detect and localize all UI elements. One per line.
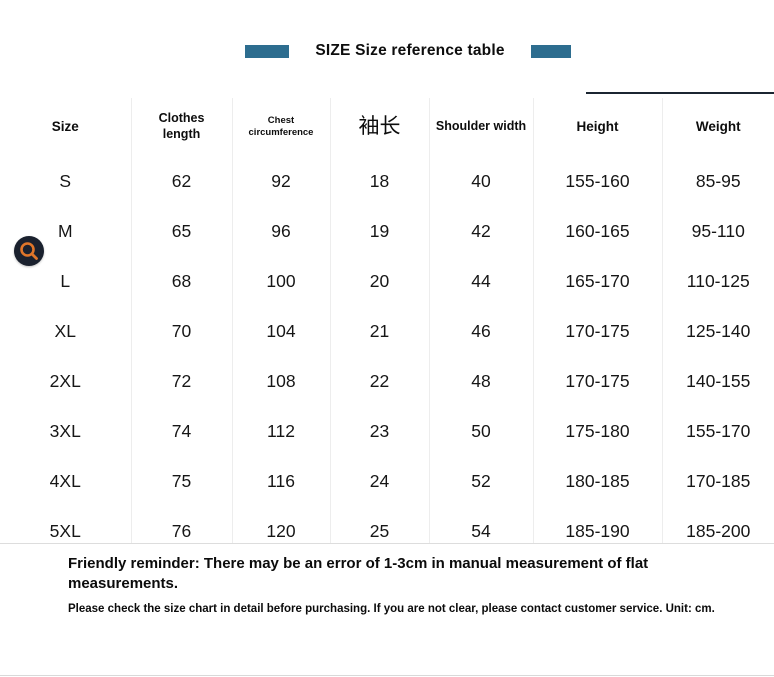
value-cell: 185-200 bbox=[661, 506, 774, 543]
table-row: XL 70 104 21 46 170-175 125-140 bbox=[0, 306, 774, 356]
value-cell: 42 bbox=[428, 206, 533, 256]
value-cell: 104 bbox=[231, 306, 330, 356]
value-cell: 50 bbox=[428, 406, 533, 456]
table-row: 5XL 76 120 25 54 185-190 185-200 bbox=[0, 506, 774, 543]
size-cell: 3XL bbox=[49, 420, 81, 441]
value-cell: 25 bbox=[329, 506, 429, 543]
value-cell: 24 bbox=[329, 456, 429, 506]
value-cell: 96 bbox=[231, 206, 330, 256]
header-row: Size Clothes length Chest circumference 袖长 S… bbox=[0, 98, 774, 156]
value-cell: 92 bbox=[231, 156, 330, 206]
value-cell: 170-185 bbox=[661, 456, 774, 506]
value-cell: 74 bbox=[130, 406, 232, 456]
magnifier-icon bbox=[20, 242, 38, 260]
magnifier-badge bbox=[14, 236, 44, 266]
value-cell: 21 bbox=[329, 306, 429, 356]
value-cell: 85-95 bbox=[661, 156, 774, 206]
header-cell-4: Shoulder width bbox=[428, 98, 533, 156]
purchase-note: Please check the size chart in detail be… bbox=[68, 602, 715, 615]
value-cell: 72 bbox=[130, 356, 232, 406]
value-cell: 175-180 bbox=[532, 406, 662, 456]
table-row: L 68 100 20 44 165-170 110-125 bbox=[0, 256, 774, 306]
value-cell: 95-110 bbox=[661, 206, 774, 256]
bottom-divider bbox=[0, 675, 774, 676]
value-cell: 160-165 bbox=[532, 206, 662, 256]
value-cell: 40 bbox=[428, 156, 533, 206]
value-cell: 22 bbox=[329, 356, 429, 406]
value-cell: 65 bbox=[130, 206, 232, 256]
title-rule-right bbox=[586, 92, 774, 94]
footer-notes: Friendly reminder: There may be an error… bbox=[68, 554, 720, 617]
page-title: SIZE Size reference table bbox=[315, 42, 505, 59]
table-row: 3XL 74 112 23 50 175-180 155-170 bbox=[0, 406, 774, 456]
header-cell-6: Weight bbox=[661, 98, 774, 156]
title-accent-bar-right bbox=[530, 44, 571, 58]
value-cell: 140-155 bbox=[661, 356, 774, 406]
value-cell: 180-185 bbox=[532, 456, 662, 506]
value-cell: 165-170 bbox=[532, 256, 662, 306]
value-cell: 23 bbox=[329, 406, 429, 456]
header-cell-2: Chest circumference bbox=[231, 98, 330, 156]
size-cell: S bbox=[59, 170, 72, 191]
size-cell: 2XL bbox=[49, 370, 81, 391]
value-cell: 110-125 bbox=[661, 256, 774, 306]
value-cell: 116 bbox=[231, 456, 330, 506]
value-cell: 170-175 bbox=[532, 356, 662, 406]
size-table-head: Size Clothes length Chest circumference 袖长 S… bbox=[0, 98, 774, 156]
value-cell: 125-140 bbox=[661, 306, 774, 356]
size-cell: 4XL bbox=[49, 470, 81, 491]
value-cell: 68 bbox=[130, 256, 232, 306]
value-cell: 75 bbox=[130, 456, 232, 506]
value-cell: 46 bbox=[428, 306, 533, 356]
value-cell: 48 bbox=[428, 356, 533, 406]
value-cell: 170-175 bbox=[532, 306, 662, 356]
size-cell: M bbox=[57, 220, 73, 241]
friendly-reminder: Friendly reminder: There may be an error… bbox=[68, 555, 649, 592]
table-row: M 65 96 19 42 160-165 95-110 bbox=[0, 206, 774, 256]
size-cell: 5XL bbox=[49, 520, 81, 541]
value-cell: 20 bbox=[329, 256, 429, 306]
value-cell: 62 bbox=[130, 156, 232, 206]
value-cell: 44 bbox=[428, 256, 533, 306]
value-cell: 155-170 bbox=[661, 406, 774, 456]
value-cell: 52 bbox=[428, 456, 533, 506]
value-cell: 120 bbox=[231, 506, 330, 543]
table-row: 4XL 75 116 24 52 180-185 170-185 bbox=[0, 456, 774, 506]
value-cell: 185-190 bbox=[532, 506, 662, 543]
title-row: SIZE Size reference table bbox=[0, 42, 774, 60]
value-cell: 19 bbox=[329, 206, 429, 256]
size-table-wrap: Size Clothes length Chest circumference 袖长 S… bbox=[0, 98, 774, 544]
value-cell: 18 bbox=[329, 156, 429, 206]
size-cell: XL bbox=[54, 320, 76, 341]
size-table-body: S 62 92 18 40 155-160 85-95 M 65 96 19 42 160-165 95-… bbox=[0, 156, 774, 543]
size-table: Size Clothes length Chest circumference 袖长 S… bbox=[0, 98, 774, 543]
value-cell: 76 bbox=[130, 506, 232, 543]
value-cell: 155-160 bbox=[532, 156, 662, 206]
header-cell-5: Height bbox=[532, 98, 662, 156]
header-cell-3: 袖长 bbox=[329, 98, 429, 156]
value-cell: 100 bbox=[231, 256, 330, 306]
size-cell: L bbox=[60, 270, 71, 291]
value-cell: 54 bbox=[428, 506, 533, 543]
table-row: 2XL 72 108 22 48 170-175 140-155 bbox=[0, 356, 774, 406]
header-cell-0: Size bbox=[51, 118, 79, 134]
value-cell: 108 bbox=[231, 356, 330, 406]
title-accent-bar-left bbox=[245, 44, 290, 58]
table-row: S 62 92 18 40 155-160 85-95 bbox=[0, 156, 774, 206]
value-cell: 112 bbox=[231, 406, 330, 456]
header-cell-1: Clothes length bbox=[130, 98, 232, 156]
value-cell: 70 bbox=[130, 306, 232, 356]
